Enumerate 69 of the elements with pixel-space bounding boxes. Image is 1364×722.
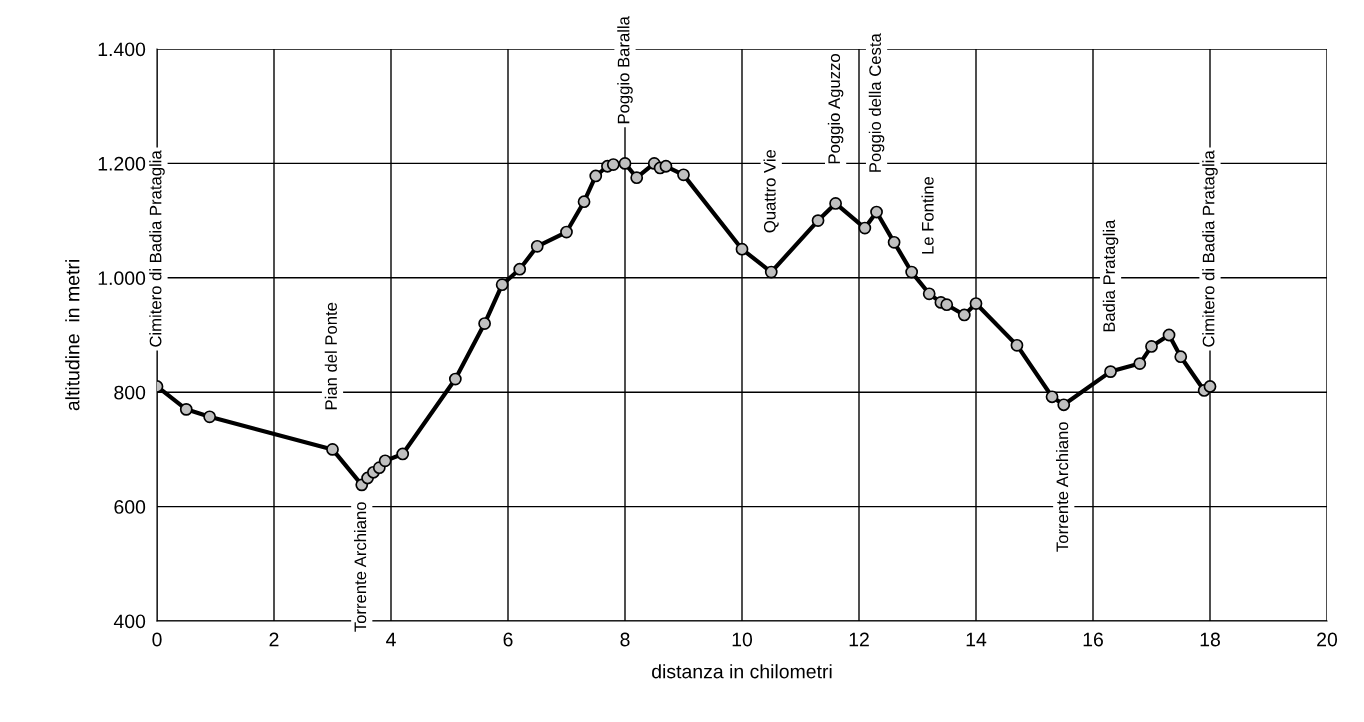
annotation: Torrente Archiano — [353, 502, 367, 632]
annotation: Poggio della Cesta — [868, 33, 885, 172]
annotation: Cimitero di Badia Prataglia — [149, 150, 165, 347]
y-tick-label: 1.200 — [98, 156, 146, 171]
y-tick-label: 1.400 — [98, 42, 146, 57]
point — [1203, 380, 1217, 393]
point — [1010, 338, 1024, 352]
x-tick-label: 18 — [1200, 632, 1220, 647]
point — [858, 221, 872, 235]
point — [1145, 340, 1158, 353]
point — [1104, 365, 1117, 378]
point — [659, 159, 673, 173]
x-tick-label: 8 — [620, 632, 630, 647]
point — [448, 372, 462, 386]
annotation: Pian del Ponte — [324, 302, 337, 410]
point — [1133, 357, 1147, 370]
point — [203, 410, 217, 424]
annotation: Quattro Vie — [763, 149, 779, 233]
annotation: Torrente Archiano — [1055, 422, 1069, 552]
annotation: Le Fontine — [921, 176, 934, 254]
point — [606, 158, 620, 171]
x-axis-title: distanza in chilometri — [652, 664, 832, 679]
y-tick-label: 600 — [114, 500, 146, 514]
point — [957, 308, 971, 322]
point — [1174, 350, 1188, 364]
annotation: Badia Prataglia — [1102, 219, 1119, 332]
x-tick-label: 14 — [966, 632, 987, 647]
point — [630, 171, 644, 185]
point — [922, 287, 936, 301]
point — [887, 235, 901, 249]
x-tick-label: 10 — [732, 632, 753, 647]
point — [179, 402, 193, 416]
x-tick-label: 20 — [1317, 632, 1338, 647]
annotation: Poggio Aguzzo — [827, 54, 844, 164]
point — [870, 205, 883, 219]
point — [513, 262, 527, 276]
x-tick-label: 6 — [503, 632, 513, 647]
point — [478, 317, 491, 330]
point — [326, 443, 339, 456]
y-axis-title: altitudine in metri — [65, 260, 80, 411]
point — [811, 214, 825, 227]
point — [530, 239, 544, 253]
x-tick-label: 0 — [152, 632, 162, 647]
point — [618, 157, 632, 170]
point — [677, 168, 690, 182]
point — [829, 197, 842, 210]
x-tick-label: 2 — [269, 632, 279, 647]
point — [589, 169, 603, 183]
point — [495, 278, 509, 292]
point — [378, 454, 392, 468]
point — [1162, 328, 1176, 342]
y-tick-label: 800 — [114, 385, 146, 400]
point — [1057, 398, 1071, 412]
x-tick-label: 16 — [1083, 632, 1103, 647]
point — [905, 265, 919, 279]
annotation: Cimitero di Badia Prataglia — [1202, 150, 1218, 347]
point — [969, 297, 983, 310]
point — [560, 225, 573, 239]
point — [764, 265, 778, 279]
y-tick-label: 1.000 — [98, 271, 146, 286]
point — [577, 195, 591, 209]
point — [940, 298, 954, 312]
x-tick-label: 12 — [849, 632, 869, 647]
annotation: Poggio Baralla — [617, 16, 633, 124]
point — [1045, 390, 1059, 404]
y-tick-label: 400 — [113, 614, 146, 629]
point — [735, 242, 749, 256]
x-tick-label: 4 — [386, 632, 396, 647]
point — [396, 447, 410, 461]
